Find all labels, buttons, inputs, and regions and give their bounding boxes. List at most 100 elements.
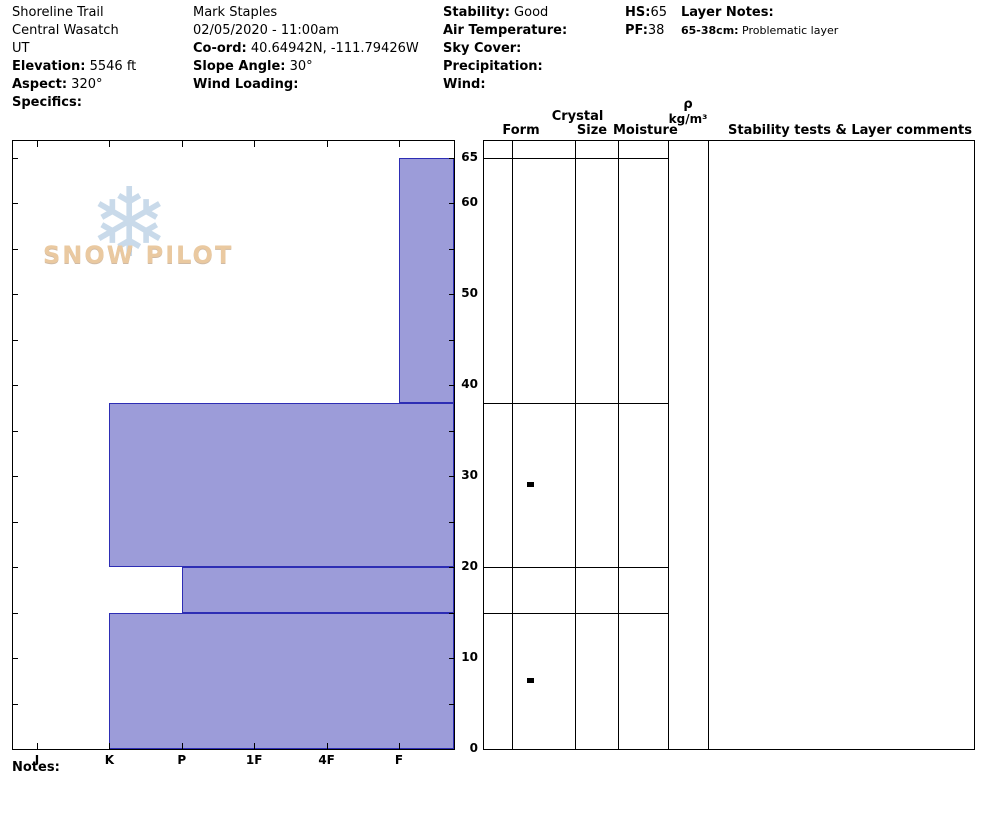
snow-layer-bar <box>181 567 454 613</box>
pf-value: 38 <box>647 23 665 38</box>
site-aspect-row: Aspect: 320° <box>12 76 136 94</box>
hardness-tick-bottom <box>181 743 183 749</box>
layer-boundary-line <box>484 158 669 159</box>
depth-tick-right <box>449 248 454 250</box>
depth-tick-left <box>13 385 18 387</box>
depth-tick-right <box>449 749 454 750</box>
hs-row: HS:65 <box>625 4 667 22</box>
depth-tick-right <box>449 430 454 432</box>
air-temperature-label: Air Temperature: <box>443 23 568 38</box>
wind-loading-label: Wind Loading: <box>193 77 299 92</box>
pf-row: PF:38 <box>625 22 667 40</box>
notes-label: Notes: <box>12 760 60 775</box>
coordinates-row: Co-ord: 40.64942N, -111.79426W <box>193 40 419 58</box>
grain-form-symbol <box>527 482 534 488</box>
depth-tick-right <box>449 476 454 478</box>
panel-divider <box>668 141 669 749</box>
hardness-tick-top <box>326 141 328 147</box>
specifics-label: Specifics: <box>12 95 82 110</box>
air-temperature-row: Air Temperature: <box>443 22 567 40</box>
depth-axis-label: 0 <box>469 741 478 755</box>
site-info-column: Shoreline Trail Central Wasatch UT Eleva… <box>12 4 136 112</box>
depth-tick-right <box>449 158 454 159</box>
hardness-tick-top <box>399 141 400 147</box>
depth-axis-label: 40 <box>461 377 478 392</box>
snowpilot-logo: ❄ SNOW PILOT <box>41 175 241 302</box>
grain-form-symbol <box>527 677 534 683</box>
hs-label: HS: <box>625 5 651 20</box>
layer-boundary-line <box>484 567 669 569</box>
precipitation-label: Precipitation: <box>443 59 543 74</box>
hardness-tick-top <box>109 141 111 147</box>
layer-notes-column: Layer Notes: 65-38cm: Problematic layer <box>681 4 838 40</box>
site-name: Shoreline Trail <box>12 5 104 20</box>
depth-axis-label: 10 <box>461 650 478 665</box>
panel-divider <box>512 141 513 749</box>
snow-layer-bar <box>109 612 454 749</box>
depth-tick-right <box>449 567 454 569</box>
hardness-tick-bottom <box>109 743 111 749</box>
hardness-axis-label: K <box>104 753 115 767</box>
hardness-tick-bottom <box>326 743 328 749</box>
coord-value: 40.64942N, -111.79426W <box>246 41 419 56</box>
hardness-axis: I K P 1F 4F F <box>12 753 455 769</box>
density-symbol-header: ρ <box>683 97 693 112</box>
depth-tick-right <box>449 612 454 614</box>
depth-tick-left <box>13 158 18 159</box>
wind-row: Wind: <box>443 76 567 94</box>
stability-value: Good <box>509 5 549 20</box>
layer-boundary-line <box>484 403 669 405</box>
moisture-column-header: Moisture <box>613 123 678 138</box>
site-state: UT <box>12 41 30 56</box>
observer-info-column: Mark Staples 02/05/2020 - 11:00am Co-ord… <box>193 4 419 94</box>
elevation-value: 5546 ft <box>85 59 137 74</box>
snowflake-icon: ❄ <box>89 167 170 279</box>
layer-boundary-line <box>484 612 669 614</box>
comments-column-header: Stability tests & Layer comments <box>728 123 972 138</box>
hardness-tick-bottom <box>254 743 256 749</box>
depth-tick-left <box>13 703 18 705</box>
depth-tick-left <box>13 430 18 432</box>
depth-tick-left <box>13 339 18 341</box>
stability-label: Stability: <box>443 5 510 20</box>
conditions-column: Stability: Good Air Temperature: Sky Cov… <box>443 4 567 94</box>
depth-tick-left <box>13 567 18 569</box>
coord-label: Co-ord: <box>193 41 247 56</box>
depth-axis-label: 65 <box>461 150 478 164</box>
hardness-tick-top <box>254 141 256 147</box>
slope-angle-value: 30° <box>285 59 313 74</box>
layer-notes-title: Layer Notes: <box>681 5 774 20</box>
stability-row: Stability: Good <box>443 4 567 22</box>
layer-note-text: Problematic layer <box>738 24 839 37</box>
depth-tick-left <box>13 749 18 750</box>
observer-name: Mark Staples <box>193 5 278 20</box>
hardness-axis-label: F <box>394 753 404 767</box>
depth-axis-label: 30 <box>461 468 478 483</box>
depth-tick-left <box>13 476 18 478</box>
depth-tick-right <box>449 203 454 205</box>
hardness-axis-label: I <box>34 753 40 767</box>
elevation-label: Elevation: <box>12 59 86 74</box>
form-column-header: Form <box>502 123 540 138</box>
slope-angle-label: Slope Angle: <box>193 59 286 74</box>
depth-tick-left <box>13 612 18 614</box>
panel-divider <box>618 141 619 749</box>
panel-divider <box>575 141 576 749</box>
depth-tick-right <box>449 385 454 387</box>
hardness-tick-bottom <box>37 743 38 749</box>
site-specifics-row: Specifics: <box>12 94 136 112</box>
panel-divider <box>708 141 709 749</box>
totals-column: HS:65 PF:38 <box>625 4 667 40</box>
depth-tick-right <box>449 703 454 705</box>
snow-layer-bar <box>399 158 454 404</box>
layer-data-grid <box>483 140 975 750</box>
hardness-tick-top <box>181 141 183 147</box>
hardness-profile-chart: ❄ SNOW PILOT <box>12 140 455 750</box>
depth-tick-right <box>449 658 454 660</box>
site-elevation-row: Elevation: 5546 ft <box>12 58 136 76</box>
layer-note-range: 65-38cm: <box>681 24 739 37</box>
depth-tick-left <box>13 248 18 250</box>
depth-tick-right <box>449 339 454 341</box>
depth-tick-left <box>13 203 18 205</box>
wind-label: Wind: <box>443 77 486 92</box>
